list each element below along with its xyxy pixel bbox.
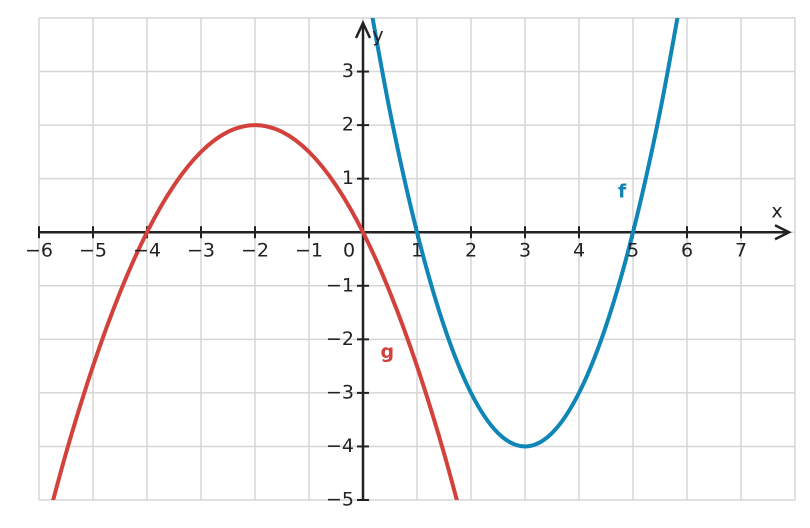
x-tick-label: 7 (735, 240, 747, 262)
y-tick-label: −1 (326, 274, 354, 296)
y-arrow (354, 20, 372, 39)
x-tick-label: 1 (411, 240, 423, 262)
series-label: g (380, 341, 394, 363)
x-tick-label: 2 (465, 240, 477, 262)
curves (51, 18, 680, 500)
y-tick-label: 2 (342, 114, 354, 136)
x-arrow (774, 224, 792, 241)
x-tick-label: 4 (573, 240, 585, 262)
curve (370, 18, 680, 449)
curve (51, 123, 459, 500)
series-label: f (618, 181, 627, 203)
y-tick-label: 1 (342, 167, 354, 189)
x-tick-label: 3 (519, 240, 531, 262)
y-tick-label: −3 (326, 381, 354, 403)
x-tick-label: −1 (295, 240, 323, 262)
x-tick-label: −5 (79, 240, 107, 262)
x-tick-label: −4 (133, 240, 161, 262)
grid (38, 17, 796, 501)
x-tick-label: −6 (25, 240, 53, 262)
labels: x y −6 −5 −4 −3 −2 −1 0 1 2 3 4 5 6 7 −5 −4 −3 −2 −1 1 2 3 f g (25, 25, 783, 511)
x-tick-label: −2 (241, 240, 269, 262)
y-tick-label: −4 (326, 435, 354, 457)
y-tick-label: −5 (326, 489, 354, 511)
y-tick-label: 3 (342, 60, 354, 82)
y-axis-label: y (372, 25, 383, 47)
x-tick-label: 6 (681, 240, 693, 262)
x-tick-label: −3 (187, 240, 215, 262)
y-tick-label: −2 (326, 328, 354, 350)
axes (38, 20, 792, 501)
x-tick-label: 0 (343, 240, 355, 262)
x-tick-label: 5 (627, 240, 639, 262)
x-axis-label: x (771, 201, 782, 223)
